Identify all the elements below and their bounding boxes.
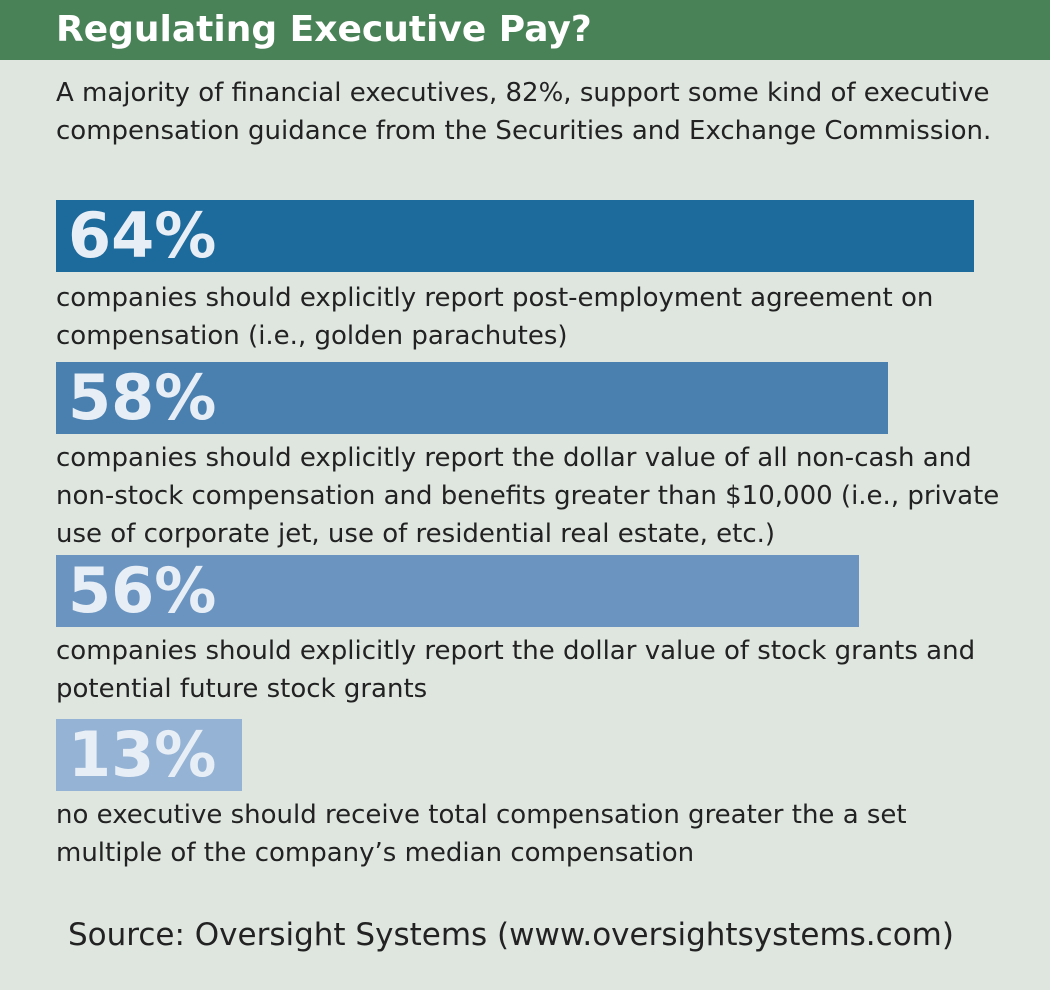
title-banner: Regulating Executive Pay?: [0, 0, 1050, 60]
bar-58: 58%: [56, 362, 888, 434]
bar-64: 64%: [56, 200, 974, 272]
bar-description: companies should explicitly report post-…: [56, 283, 934, 351]
bar-value-label: 64%: [68, 199, 217, 272]
bar-description: no executive should receive total compen…: [56, 800, 907, 868]
bar-value-label: 58%: [68, 361, 217, 434]
bar-13: 13%: [56, 719, 242, 791]
chart-title: Regulating Executive Pay?: [56, 9, 592, 50]
intro-text: A majority of financial executives, 82%,…: [56, 78, 992, 146]
source-credit: Source: Oversight Systems (www.oversight…: [68, 917, 954, 953]
bar-value-label: 13%: [68, 718, 217, 791]
bar-56: 56%: [56, 555, 859, 627]
bar-description: companies should explicitly report the d…: [56, 443, 1000, 549]
bar-description: companies should explicitly report the d…: [56, 636, 976, 704]
bar-value-label: 56%: [68, 554, 217, 627]
